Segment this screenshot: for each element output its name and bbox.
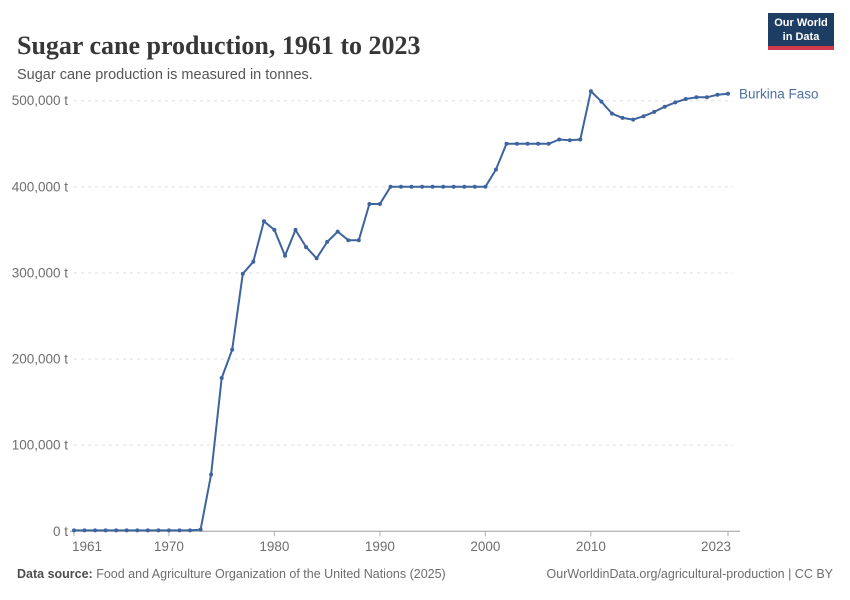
y-tick-label: 400,000 t bbox=[12, 179, 69, 194]
data-point bbox=[188, 528, 192, 533]
data-point bbox=[399, 184, 403, 189]
data-line-burkina-faso bbox=[73, 90, 729, 532]
data-point bbox=[483, 184, 488, 189]
y-tick-label: 100,000 t bbox=[12, 438, 69, 453]
data-point bbox=[325, 239, 330, 244]
y-tick-label: 300,000 t bbox=[12, 265, 69, 280]
data-point bbox=[335, 229, 340, 234]
y-tick-label: 200,000 t bbox=[12, 352, 69, 367]
data-point bbox=[82, 528, 87, 533]
data-point bbox=[124, 528, 129, 533]
data-point bbox=[177, 528, 182, 533]
chart-footer: Data source: Food and Agriculture Organi… bbox=[17, 567, 833, 581]
data-point bbox=[356, 238, 361, 243]
data-point bbox=[683, 97, 688, 101]
x-tick-label: 1980 bbox=[259, 539, 289, 554]
data-point bbox=[631, 117, 636, 122]
data-point bbox=[525, 141, 530, 146]
x-tick-label: 2010 bbox=[576, 539, 606, 554]
data-point bbox=[599, 99, 604, 104]
data-point bbox=[230, 347, 235, 352]
data-point bbox=[209, 472, 214, 477]
data-point bbox=[72, 528, 76, 533]
data-point bbox=[462, 184, 467, 189]
x-tick-label: 1961 bbox=[72, 539, 102, 554]
data-point bbox=[420, 184, 425, 189]
data-point bbox=[493, 167, 498, 172]
chart-subtitle: Sugar cane production is measured in ton… bbox=[17, 66, 313, 83]
data-point bbox=[314, 256, 319, 261]
data-point bbox=[145, 528, 150, 533]
data-point bbox=[283, 253, 287, 258]
data-point bbox=[588, 89, 593, 94]
data-point bbox=[515, 141, 519, 146]
data-point bbox=[673, 100, 678, 105]
data-point bbox=[103, 528, 108, 533]
data-point bbox=[261, 219, 266, 224]
data-point bbox=[293, 227, 298, 232]
data-point bbox=[567, 138, 572, 143]
data-point bbox=[346, 238, 351, 243]
data-point bbox=[652, 109, 657, 114]
data-source-label: Data source: bbox=[17, 567, 93, 581]
data-point bbox=[388, 184, 393, 189]
y-tick-label: 0 t bbox=[53, 524, 68, 539]
data-point bbox=[409, 184, 414, 189]
data-point bbox=[166, 528, 171, 533]
data-point bbox=[240, 271, 245, 276]
data-point bbox=[93, 528, 98, 533]
data-point bbox=[641, 114, 646, 119]
data-point bbox=[662, 104, 667, 109]
data-point bbox=[704, 95, 709, 100]
data-point bbox=[377, 202, 382, 206]
data-point bbox=[610, 111, 614, 116]
data-point bbox=[114, 528, 119, 533]
data-point bbox=[504, 141, 509, 146]
data-point bbox=[546, 141, 551, 146]
data-point bbox=[578, 137, 583, 142]
data-point bbox=[726, 91, 730, 96]
x-tick-label: 2000 bbox=[470, 539, 500, 554]
owid-logo-line-1: Our World bbox=[774, 17, 828, 29]
data-point bbox=[536, 141, 541, 146]
data-point bbox=[441, 184, 446, 189]
y-tick-label: 500,000 t bbox=[12, 93, 69, 108]
x-tick-label: 1970 bbox=[154, 539, 184, 554]
data-point bbox=[304, 245, 309, 250]
data-point bbox=[451, 184, 456, 189]
data-point bbox=[694, 95, 699, 100]
series-label: Burkina Faso bbox=[739, 86, 819, 101]
data-point bbox=[557, 137, 562, 142]
data-source-text: Food and Agriculture Organization of the… bbox=[92, 567, 446, 581]
data-point bbox=[219, 376, 224, 380]
data-point bbox=[251, 259, 256, 264]
data-point bbox=[272, 227, 277, 232]
x-tick-label: 1990 bbox=[365, 539, 395, 554]
data-point bbox=[367, 202, 372, 206]
x-tick-label: 2023 bbox=[701, 539, 731, 554]
data-point bbox=[198, 527, 203, 532]
data-point bbox=[472, 184, 477, 189]
data-point bbox=[135, 528, 140, 533]
owid-logo-line-2: in Data bbox=[782, 30, 820, 43]
license-link[interactable]: OurWorldinData.org/agricultural-producti… bbox=[546, 567, 833, 581]
chart-title: Sugar cane production, 1961 to 2023 bbox=[17, 31, 421, 61]
data-point bbox=[620, 115, 625, 120]
data-point bbox=[715, 92, 720, 97]
data-source: Data source: Food and Agriculture Organi… bbox=[17, 567, 446, 581]
owid-logo[interactable]: Our World in Data bbox=[768, 13, 834, 50]
data-point bbox=[156, 528, 161, 533]
data-point bbox=[430, 184, 435, 189]
